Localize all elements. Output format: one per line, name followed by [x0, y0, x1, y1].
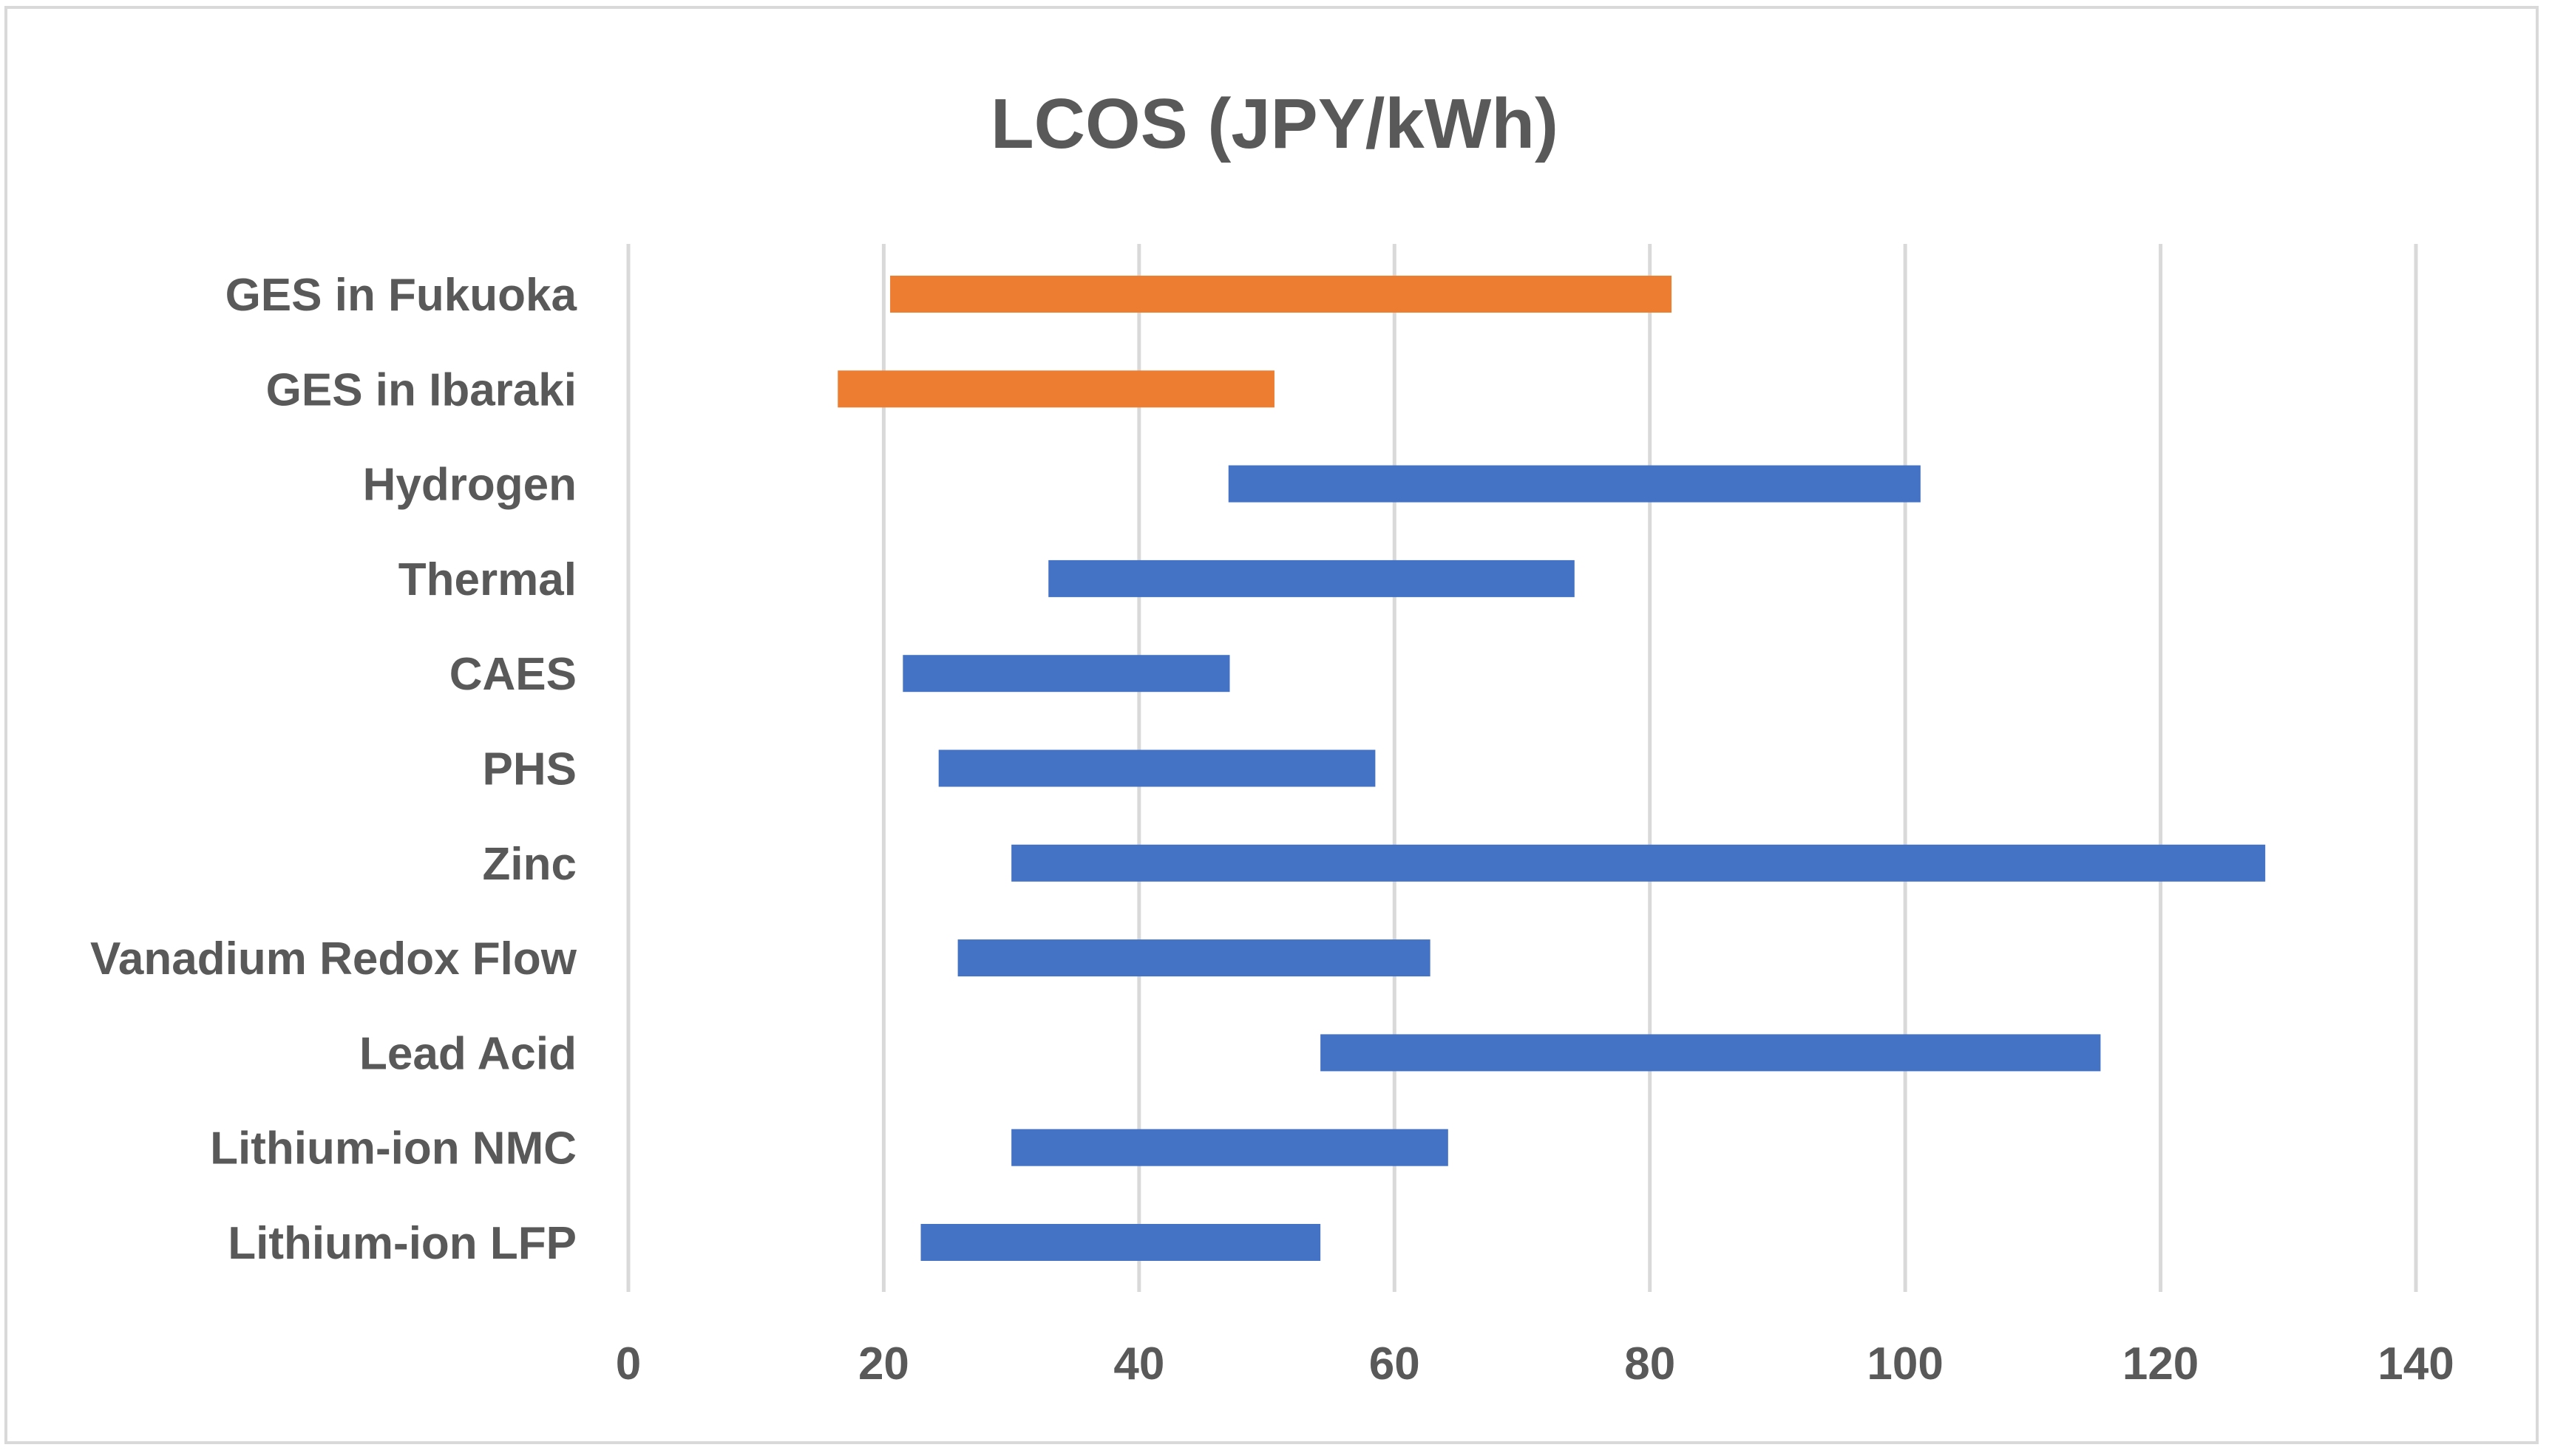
category-label: Thermal [398, 554, 577, 605]
range-bar-hydrogen [1228, 465, 1921, 503]
range-bar-vanadium-redox-flow [957, 939, 1430, 977]
category-label: Zinc [483, 839, 577, 890]
x-tick-label: 20 [858, 1338, 909, 1389]
chart-frame [4, 6, 2539, 1444]
x-tick-label: 60 [1369, 1338, 1420, 1389]
category-labels: GES in Fukuoka GES in Ibaraki Hydrogen Ther… [90, 270, 577, 1269]
range-bar-caes [903, 655, 1230, 693]
range-bars [838, 276, 2266, 1261]
range-bar-ges-in-ibaraki [838, 370, 1274, 408]
category-label: CAES [449, 649, 577, 700]
range-bar-phs [938, 749, 1376, 787]
x-tick-label: 140 [2377, 1338, 2454, 1389]
x-tick-label: 120 [2122, 1338, 2199, 1389]
x-tick-label: 100 [1867, 1338, 1943, 1389]
range-bar-lead-acid [1320, 1034, 2101, 1072]
range-bar-thermal [1048, 559, 1575, 597]
x-tick-label: 80 [1624, 1338, 1675, 1389]
category-label: Lithium-ion LFP [228, 1218, 577, 1269]
x-tick-label: 0 [616, 1338, 641, 1389]
range-bar-ges-in-fukuoka [890, 276, 1672, 313]
category-label: GES in Fukuoka [225, 270, 577, 321]
range-bar-zinc [1011, 844, 2266, 882]
category-label: Hydrogen [363, 460, 577, 511]
gridlines [626, 244, 2418, 1292]
category-label: PHS [483, 744, 577, 795]
range-bar-lithium-ion-nmc [1011, 1129, 1448, 1166]
category-label: Lithium-ion NMC [210, 1123, 577, 1174]
category-label: Lead Acid [359, 1028, 577, 1079]
category-label: Vanadium Redox Flow [90, 933, 577, 984]
chart-title: LCOS (JPY/kWh) [991, 84, 1558, 163]
category-label: GES in Ibaraki [266, 364, 577, 415]
range-bar-lithium-ion-lfp [920, 1224, 1321, 1261]
x-tick-labels: 0 20 40 60 80 100 120 140 [616, 1338, 2454, 1389]
x-tick-label: 40 [1113, 1338, 1164, 1389]
